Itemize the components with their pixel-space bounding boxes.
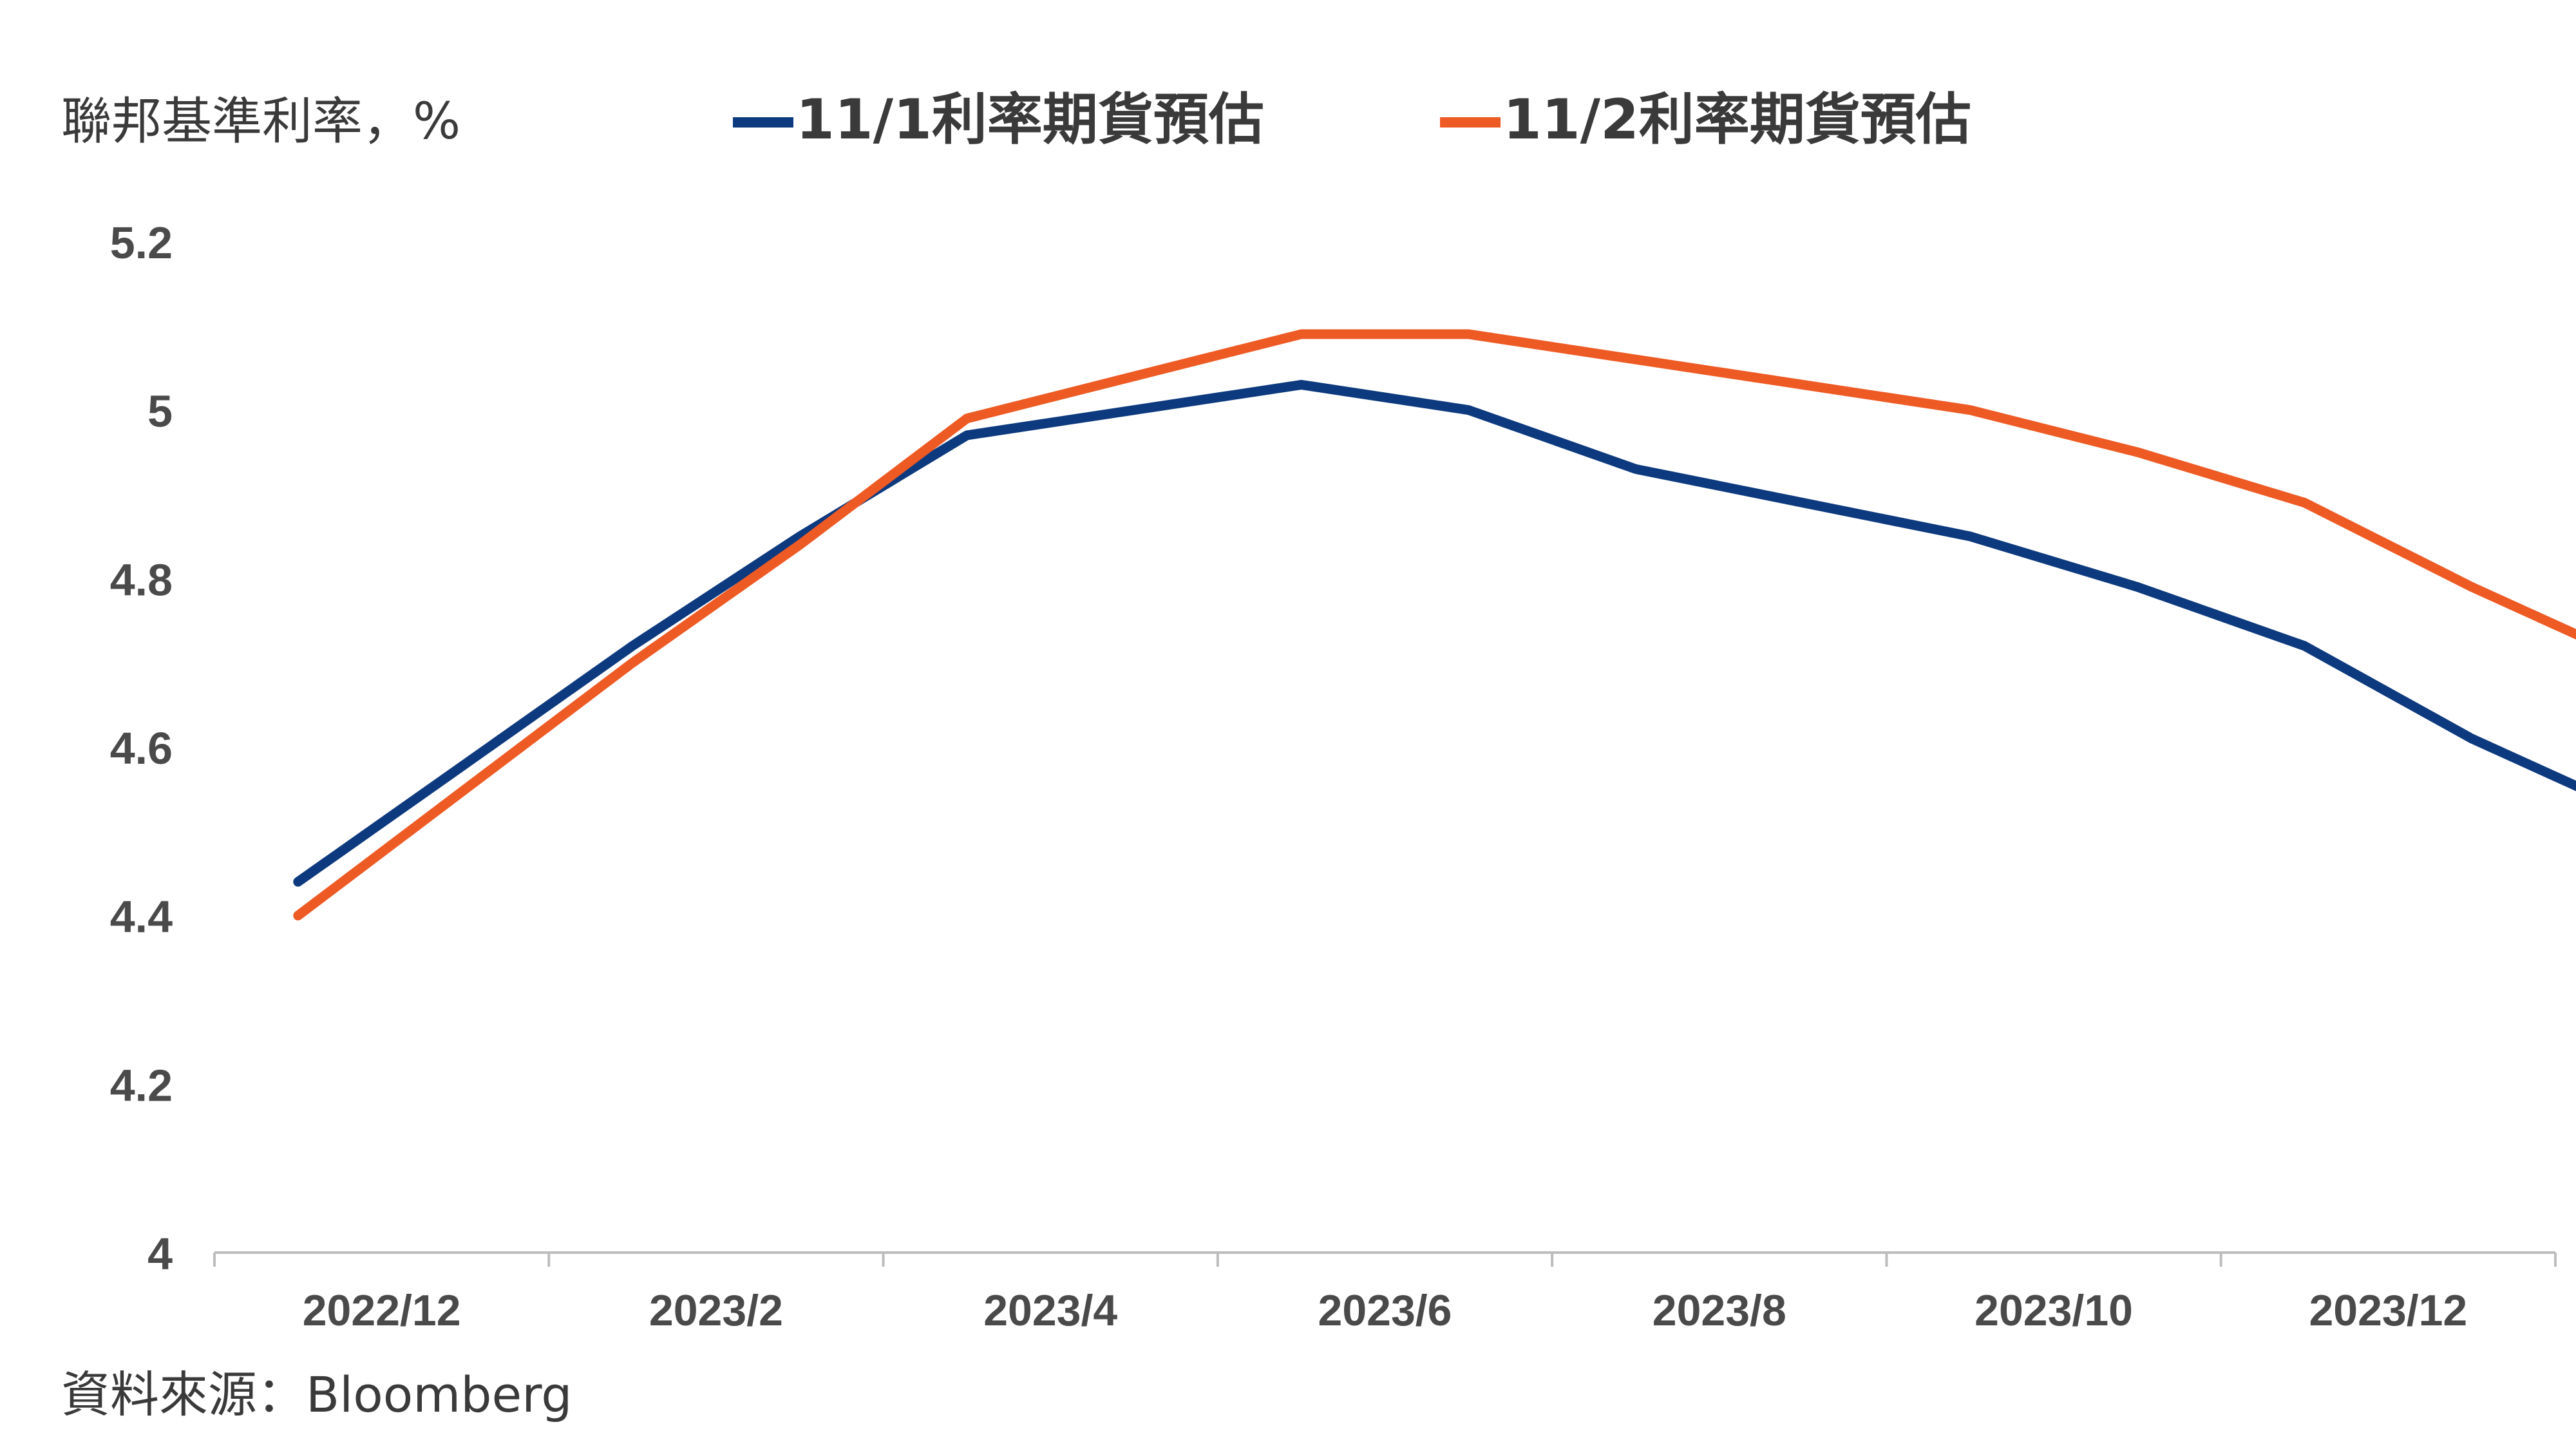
x-axis-ticks: 2022/12 2023/2 2023/4 2023/6 2023/8 2023/10 20… <box>303 1286 2468 1335</box>
x-tick-label: 2023/4 <box>983 1286 1117 1335</box>
y-axis-title: 聯邦基準利率，% <box>61 93 460 151</box>
x-tick-label: 2022/12 <box>303 1286 461 1335</box>
y-axis-ticks: 5.2 5 4.8 4.6 4.4 4.2 4 <box>110 218 173 1279</box>
series-line-2 <box>293 329 2576 921</box>
legend-label-series-2: 11/2利率期貨預估 <box>1503 88 1971 152</box>
series-line-1 <box>293 379 2576 887</box>
y-tick-label: 4.2 <box>110 1060 173 1110</box>
legend-item-series-1: 11/1利率期貨預估 <box>733 88 1264 152</box>
y-tick-label: 4.8 <box>110 554 173 605</box>
y-tick-label: 4 <box>147 1229 173 1279</box>
legend-label-series-1: 11/1利率期貨預估 <box>796 88 1264 152</box>
y-tick-label: 4.6 <box>110 723 173 773</box>
x-tick-label: 2023/10 <box>1975 1286 2133 1335</box>
y-tick-label: 5 <box>147 386 173 437</box>
y-tick-label: 5.2 <box>110 218 173 268</box>
x-tick-label: 2023/2 <box>649 1286 783 1335</box>
x-tick-label: 2023/6 <box>1318 1286 1452 1335</box>
legend: 11/1利率期貨預估 11/2利率期貨預估 <box>733 88 1971 152</box>
x-tick-label: 2023/12 <box>2309 1286 2467 1335</box>
legend-item-series-2: 11/2利率期貨預估 <box>1440 88 1971 152</box>
x-tick-label: 2023/8 <box>1653 1286 1786 1335</box>
y-tick-label: 4.4 <box>110 892 173 942</box>
x-axis-tick-marks <box>213 1253 2557 1267</box>
series-layer <box>293 329 2576 921</box>
source-note: 資料來源：Bloomberg <box>61 1366 572 1423</box>
